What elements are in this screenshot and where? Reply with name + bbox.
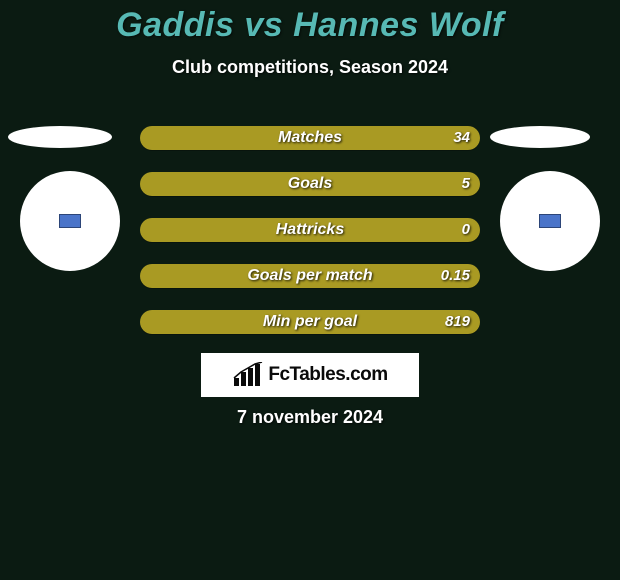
date-text: 7 november 2024 [0, 407, 620, 428]
stat-row: Goals per match0.15 [140, 264, 480, 288]
comparison-infographic: Gaddis vs Hannes Wolf Club competitions,… [0, 0, 620, 580]
stat-row: Min per goal819 [140, 310, 480, 334]
left-avatar-circle [20, 171, 120, 271]
stat-label: Min per goal [140, 310, 480, 334]
subtitle: Club competitions, Season 2024 [0, 57, 620, 78]
stat-label: Goals per match [140, 264, 480, 288]
right-avatar-circle [500, 171, 600, 271]
stat-row: Matches34 [140, 126, 480, 150]
stat-row: Goals5 [140, 172, 480, 196]
right-ellipse [490, 126, 590, 148]
stat-label: Goals [140, 172, 480, 196]
stat-value-right: 0.15 [441, 264, 470, 288]
stat-value-right: 34 [453, 126, 470, 150]
stat-label: Hattricks [140, 218, 480, 242]
bars-icon [232, 362, 264, 388]
stat-value-right: 0 [462, 218, 470, 242]
brand-badge: FcTables.com [201, 353, 419, 397]
flag-icon [539, 214, 561, 228]
stat-value-right: 819 [445, 310, 470, 334]
left-ellipse [8, 126, 112, 148]
stat-rows: Matches34 Goals5 Hattricks0 Goals per match… [140, 126, 480, 356]
stat-value-right: 5 [462, 172, 470, 196]
page-title: Gaddis vs Hannes Wolf [0, 0, 620, 45]
flag-icon [59, 214, 81, 228]
stat-label: Matches [140, 126, 480, 150]
brand-text: FcTables.com [268, 364, 387, 386]
stat-row: Hattricks0 [140, 218, 480, 242]
